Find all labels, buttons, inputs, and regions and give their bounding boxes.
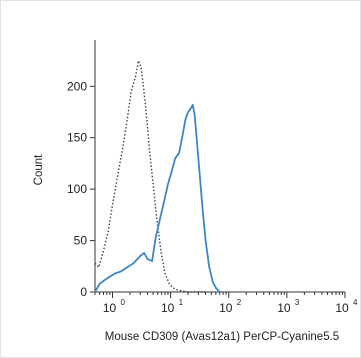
x-axis-ticks: 10 0 10 1 10 2 10 3 10 4: [94, 292, 358, 315]
x-tick-label: 10: [103, 301, 117, 315]
x-tick-exponent: 1: [179, 298, 184, 307]
y-tick-label: 200: [67, 79, 87, 93]
x-tick-exponent: 2: [237, 298, 242, 307]
y-tick-label: 0: [80, 285, 87, 299]
y-tick-label: 150: [67, 131, 87, 145]
y-tick-label: 100: [67, 182, 87, 196]
y-axis-label: Count: [33, 154, 45, 185]
x-tick-label: 10: [277, 301, 291, 315]
x-tick-exponent: 0: [120, 298, 125, 307]
x-tick-label: 10: [161, 301, 175, 315]
x-tick-exponent: 3: [295, 298, 300, 307]
y-tick-label: 50: [74, 234, 88, 248]
x-tick-label: 10: [335, 301, 349, 315]
series-layer: [94, 59, 221, 293]
x-axis-label: Mouse CD309 (Avas12a1) PerCP-Cyanine5.5: [105, 331, 339, 343]
control-histogram-line: [94, 59, 206, 293]
y-axis-ticks: 0 50 100 150 200: [67, 79, 95, 299]
stained-histogram-line: [94, 103, 221, 293]
x-tick-exponent: 4: [353, 298, 358, 307]
x-tick-label: 10: [219, 301, 233, 315]
